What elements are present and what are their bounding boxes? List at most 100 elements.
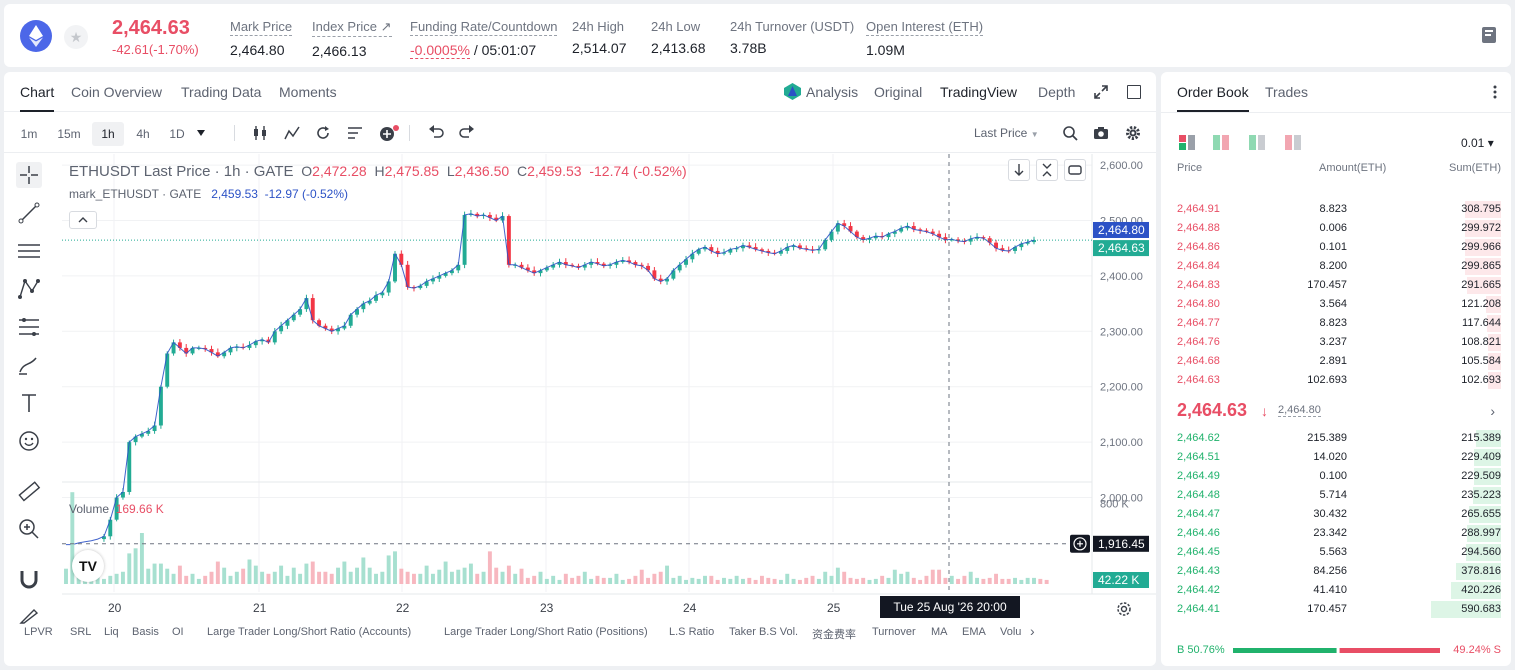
fullscreen-chart-button[interactable]: [1064, 159, 1086, 181]
chevron-down-icon: ▼: [1030, 130, 1039, 139]
bid-row[interactable]: 2,464.41 170.457 590.683: [1161, 600, 1511, 619]
text-icon[interactable]: [16, 390, 42, 416]
trend-line-icon[interactable]: [16, 200, 42, 226]
stat-index-price[interactable]: Index Price ↗ 2,466.13: [312, 19, 392, 59]
indicator-chip-ls-ratio[interactable]: L.S Ratio: [669, 626, 715, 638]
indicator-chip-volume[interactable]: Volu: [1000, 626, 1022, 638]
ask-row[interactable]: 2,464.88 0.006 299.972: [1161, 219, 1511, 238]
ask-row[interactable]: 2,464.76 3.237 108.821: [1161, 333, 1511, 352]
fib-icon[interactable]: [16, 314, 42, 340]
chevron-right-icon[interactable]: ›: [1030, 623, 1035, 639]
book-mode-green-red-icon[interactable]: [1213, 135, 1229, 150]
book-mode-bids-icon[interactable]: [1249, 135, 1265, 150]
indicators-icon[interactable]: [284, 125, 300, 141]
indicator-chip-turnover[interactable]: Turnover: [872, 626, 916, 638]
ask-row[interactable]: 2,464.86 0.101 299.966: [1161, 238, 1511, 257]
refresh-icon[interactable]: [315, 125, 331, 141]
view-tab-analysis[interactable]: Analysis: [806, 84, 859, 100]
tab-coin-overview[interactable]: Coin Overview: [71, 84, 163, 100]
view-tab-depth[interactable]: Depth: [1038, 84, 1076, 100]
timeframe-1h[interactable]: 1h: [92, 122, 124, 146]
bid-row[interactable]: 2,464.62 215.389 215.389: [1161, 429, 1511, 448]
stat-mark-price[interactable]: Mark Price 2,464.80: [230, 19, 293, 58]
tab-order-book[interactable]: Order Book: [1177, 84, 1249, 112]
bid-row[interactable]: 2,464.51 14.020 229.409: [1161, 448, 1511, 467]
bid-row[interactable]: 2,464.42 41.410 420.226: [1161, 581, 1511, 600]
ruler-icon[interactable]: [16, 478, 42, 504]
book-mode-asks-icon[interactable]: [1285, 135, 1301, 150]
timeframe-1m[interactable]: 1m: [20, 127, 38, 141]
candle-type-icon[interactable]: [252, 125, 268, 141]
crosshair-icon[interactable]: [16, 162, 42, 188]
indicator-chip-liq[interactable]: Liq: [104, 626, 119, 638]
pencil-icon[interactable]: [16, 606, 42, 624]
bid-row[interactable]: 2,464.49 0.100 229.509: [1161, 467, 1511, 486]
redo-icon[interactable]: [459, 125, 475, 141]
ask-row[interactable]: 2,464.63 102.693 102.693: [1161, 371, 1511, 390]
star-icon[interactable]: ★: [64, 25, 88, 49]
more-options-icon[interactable]: [1493, 85, 1497, 99]
indicator-chip-oi[interactable]: OI: [172, 626, 184, 638]
tab-moments[interactable]: Moments: [279, 84, 337, 100]
mid-price[interactable]: 2,464.63: [1177, 400, 1248, 420]
bid-row[interactable]: 2,464.48 5.714 235.223: [1161, 486, 1511, 505]
precision-select[interactable]: 0.01 ▾: [1461, 136, 1494, 150]
indicator-chip-basis[interactable]: Basis: [132, 626, 159, 638]
ask-row[interactable]: 2,464.77 8.823 117.644: [1161, 314, 1511, 333]
horizontal-lines-icon[interactable]: [16, 238, 42, 264]
chevron-right-icon[interactable]: ›: [1490, 403, 1495, 419]
timeframe-15m[interactable]: 15m: [57, 127, 81, 141]
collapse-legend-button[interactable]: [69, 211, 97, 229]
window-icon[interactable]: [1127, 85, 1141, 99]
ask-row[interactable]: 2,464.68 2.891 105.584: [1161, 352, 1511, 371]
price-chart[interactable]: 2,600.002,500.002,400.002,300.002,200.00…: [54, 154, 1156, 624]
indicator-chip-srl[interactable]: SRL: [70, 626, 92, 638]
bid-row[interactable]: 2,464.45 5.563 294.560: [1161, 543, 1511, 562]
emoji-icon[interactable]: [16, 428, 42, 454]
indicator-chip-positions-ratio[interactable]: Large Trader Long/Short Ratio (Positions…: [444, 626, 648, 638]
indicator-chip-taker-vol[interactable]: Taker B.S Vol.: [729, 626, 799, 638]
settings-gear-icon[interactable]: [1125, 125, 1141, 141]
book-mode-both-icon[interactable]: [1179, 135, 1195, 150]
magnet-icon[interactable]: [16, 566, 42, 592]
zoom-in-icon[interactable]: [16, 516, 42, 542]
ask-row[interactable]: 2,464.84 8.200 299.865: [1161, 257, 1511, 276]
indicator-chip-ema[interactable]: EMA: [962, 626, 986, 638]
indicator-chip-lpvr[interactable]: LPVR: [24, 626, 53, 638]
scroll-down-button[interactable]: [1008, 159, 1030, 181]
collapse-chart-button[interactable]: [1036, 159, 1058, 181]
tab-trading-data[interactable]: Trading Data: [181, 84, 262, 100]
brush-icon[interactable]: [16, 352, 42, 378]
stat-open-interest[interactable]: Open Interest (ETH) 1.09M: [866, 19, 984, 58]
ask-row[interactable]: 2,464.91 8.823 308.795: [1161, 200, 1511, 219]
settings-icon[interactable]: [1116, 601, 1132, 617]
bid-row[interactable]: 2,464.46 23.342 288.997: [1161, 524, 1511, 543]
view-tab-original[interactable]: Original: [874, 84, 923, 100]
mark-legend: mark_ETHUSDT · GATE 2,459.53 -12.97 (-0.…: [69, 187, 348, 201]
search-icon[interactable]: [1062, 125, 1078, 141]
indicator-chip-funding-rate[interactable]: 资金费率: [812, 629, 856, 641]
notebook-icon[interactable]: [1481, 26, 1497, 44]
expand-icon[interactable]: [1094, 85, 1108, 99]
ask-row[interactable]: 2,464.80 3.564 121.208: [1161, 295, 1511, 314]
undo-icon[interactable]: [428, 125, 444, 141]
add-indicator-icon[interactable]: [379, 125, 399, 141]
timeframe-4h[interactable]: 4h: [136, 127, 150, 141]
indicator-chip-ma[interactable]: MA: [931, 626, 948, 638]
indicator-chip-accounts-ratio[interactable]: Large Trader Long/Short Ratio (Accounts): [207, 626, 412, 638]
price-source-select[interactable]: Last Price ▼: [974, 126, 1039, 140]
view-tab-tradingview[interactable]: TradingView: [940, 84, 1018, 100]
bid-row[interactable]: 2,464.43 84.256 378.816: [1161, 562, 1511, 581]
tab-trades[interactable]: Trades: [1265, 84, 1309, 100]
tradingview-logo-icon[interactable]: TV: [72, 550, 104, 582]
pattern-icon[interactable]: [16, 276, 42, 302]
bid-sum: 235.223: [1461, 489, 1501, 501]
tab-chart[interactable]: Chart: [20, 84, 55, 112]
chevron-down-icon[interactable]: [196, 129, 206, 137]
templates-icon[interactable]: [347, 125, 363, 141]
camera-icon[interactable]: [1093, 125, 1109, 141]
bid-row[interactable]: 2,464.47 30.432 265.655: [1161, 505, 1511, 524]
ask-row[interactable]: 2,464.83 170.457 291.665: [1161, 276, 1511, 295]
stat-funding-rate[interactable]: Funding Rate/Countdown -0.0005% / 05:01:…: [410, 19, 558, 59]
timeframe-1d[interactable]: 1D: [169, 127, 185, 141]
